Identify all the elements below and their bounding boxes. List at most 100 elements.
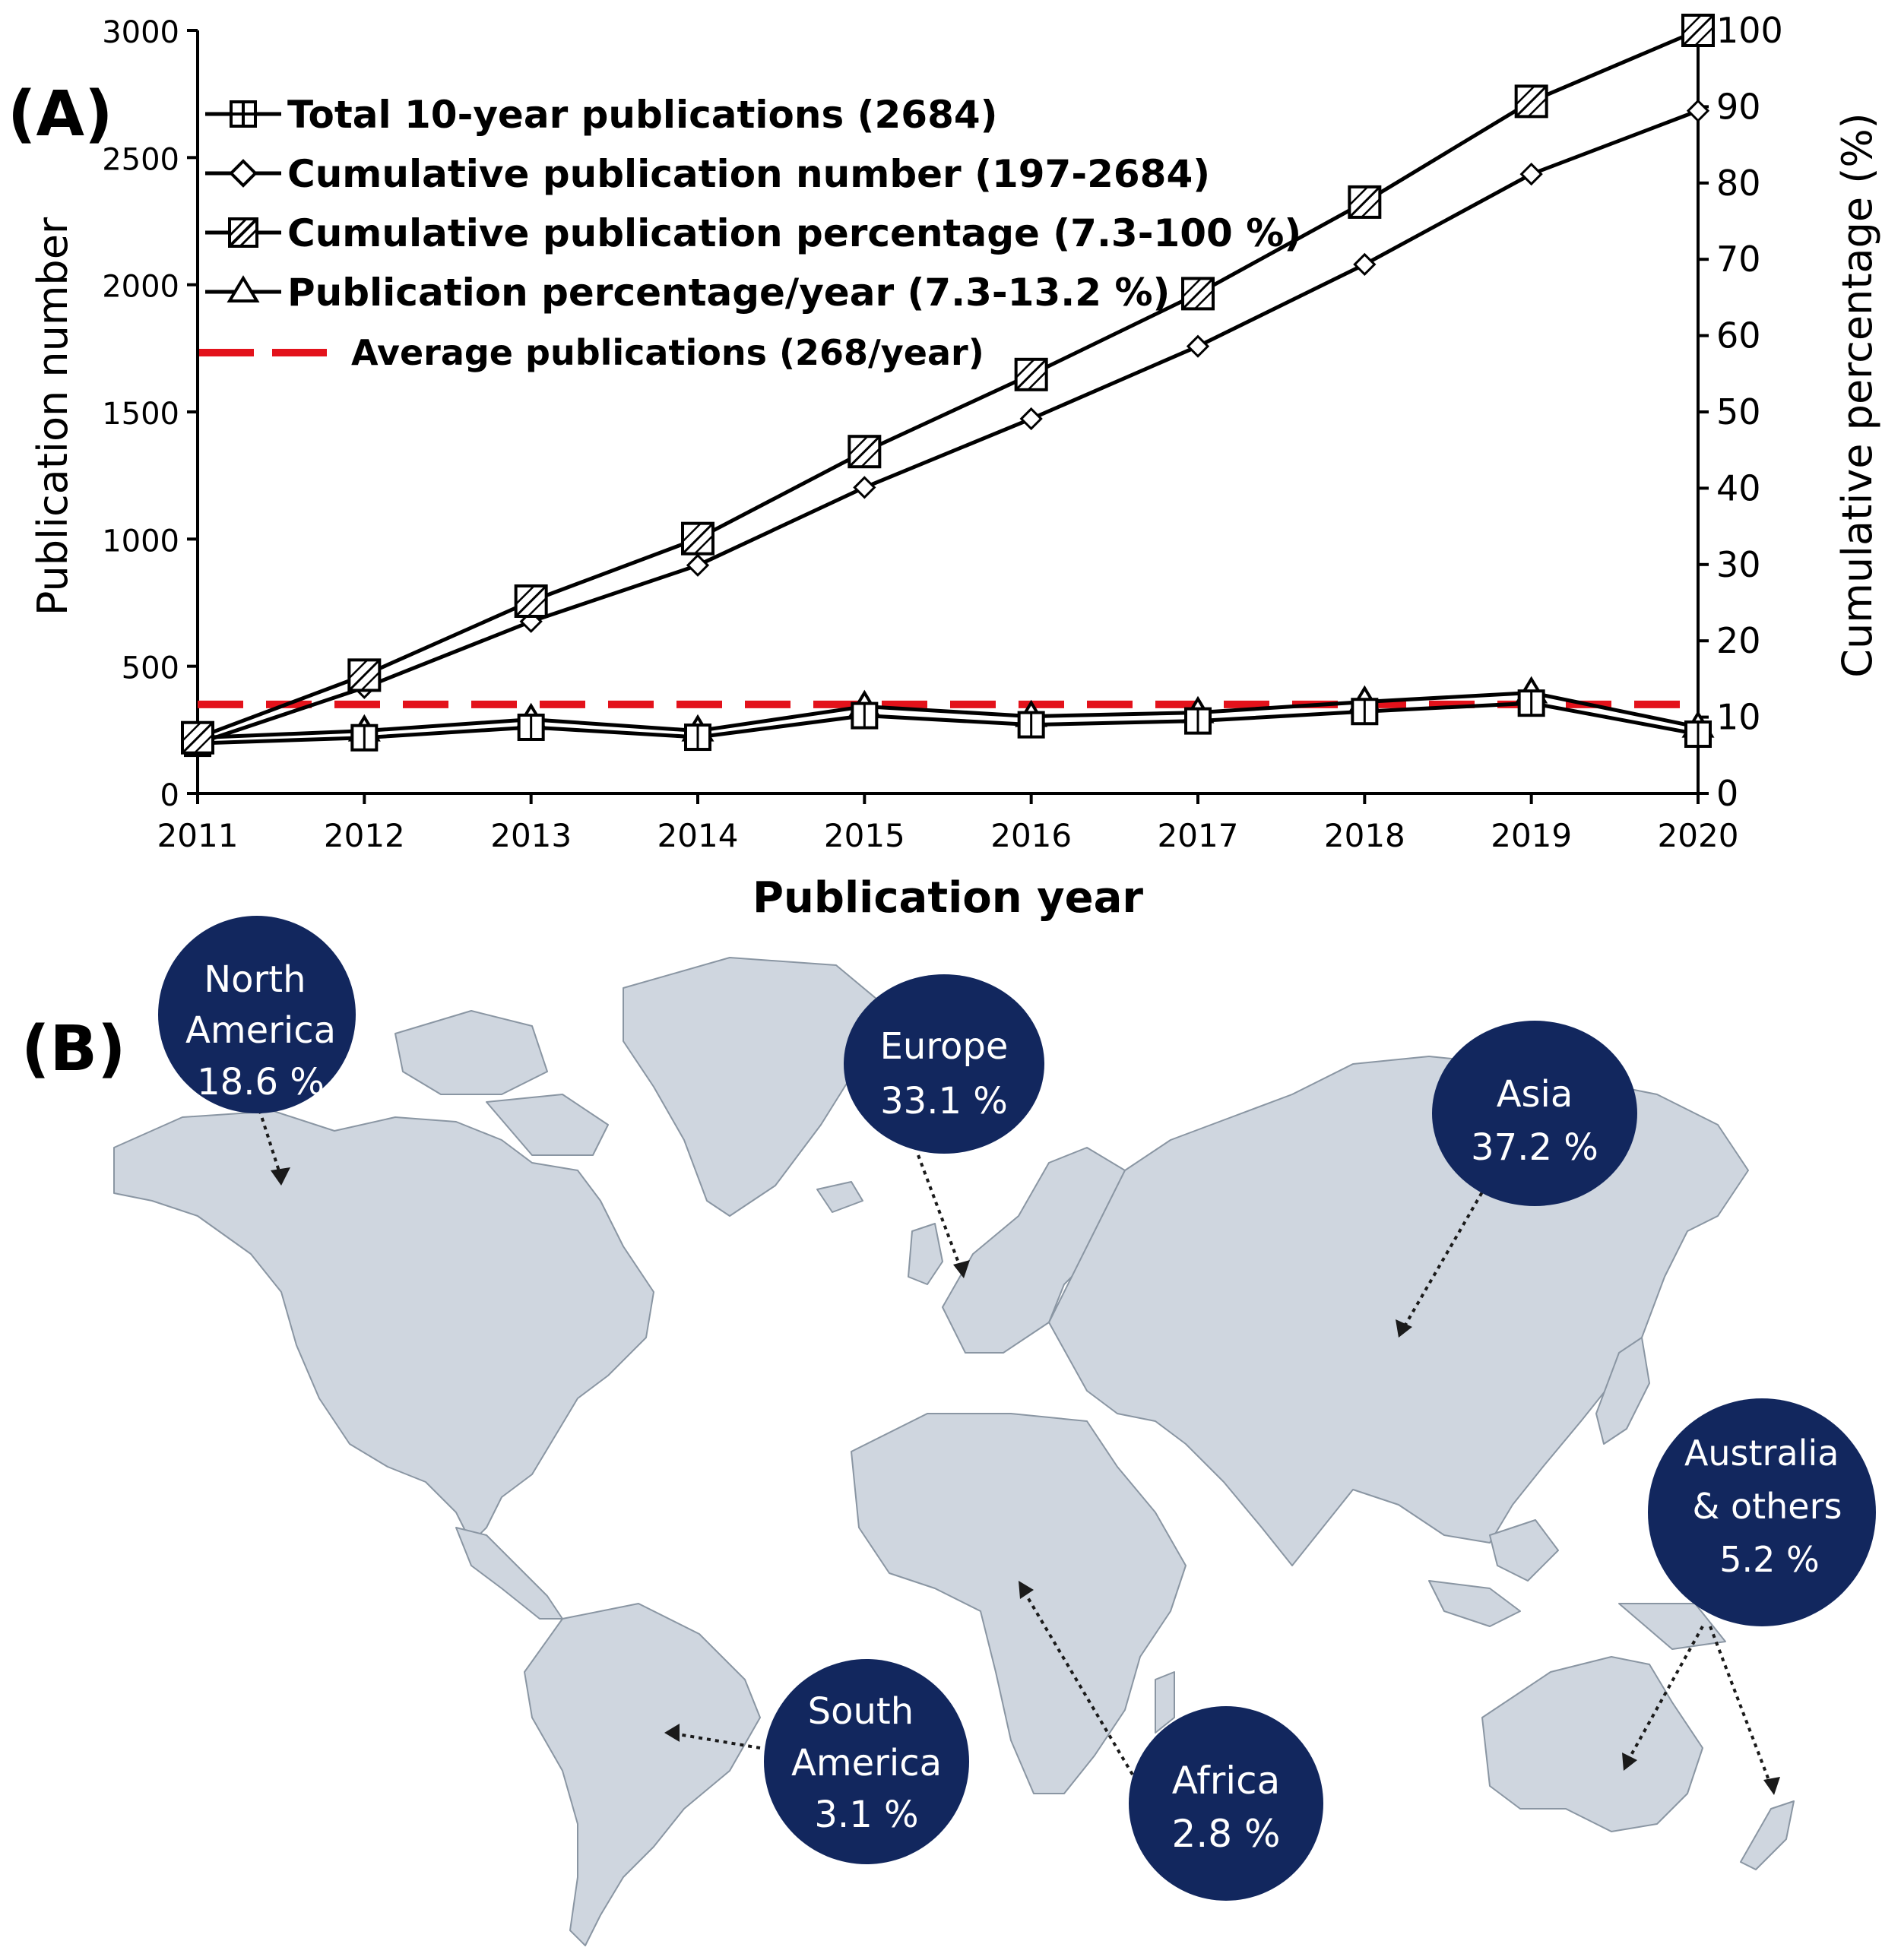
series-line [197,109,1699,746]
x-tick-label: 2016 [990,817,1072,854]
x-tick-label: 2012 [324,817,405,854]
marker-hatch [1681,14,1715,47]
right-tick-label: 60 [1716,315,1761,356]
right-tick-label: 90 [1716,86,1761,127]
landmass-greenland [623,957,882,1217]
x-tick-label: 2018 [1324,817,1405,854]
landmass-canadian-islands [394,1010,548,1095]
region-value-north-america: 18.6 % [197,1061,325,1103]
series-2 [181,14,1715,755]
x-axis-title: Publication year [752,873,1143,923]
marker-hatch [681,522,714,555]
marker-cumulative-number [1353,252,1377,277]
landmass-madagascar [1155,1671,1175,1734]
series-0 [184,689,1712,758]
region-value-africa: 2.8 % [1172,1812,1281,1856]
arrow-australia [1625,1626,1704,1764]
marker-cumulative-number [1519,162,1543,186]
marker-hatch [182,721,201,742]
region-value-australia: 5.2 % [1719,1539,1820,1580]
landmass-hudson-east [486,1094,609,1156]
legend-item-cumulative-percentage: Cumulative publication percentage (7.3-1… [205,211,1301,255]
region-value-south-america: 3.1 % [814,1794,918,1836]
arrowheads [271,1167,1780,1795]
marker-hatch [860,448,881,468]
marker-hatch [1527,97,1548,118]
landmass-new-zealand [1740,1800,1795,1870]
legend-item-average: Average publications (268/year) [199,332,984,373]
marker-hatch [527,597,547,617]
landmass-japan [1595,1337,1650,1445]
region-bubble-south-america: South America 3.1 % [764,1659,969,1864]
legend-label-cumulative-number: Cumulative publication number (197-2684) [287,152,1210,196]
arrowhead-africa [1019,1581,1034,1599]
marker-hatch [515,585,535,605]
marker-hatch [694,534,714,555]
marker-cumulative-number [1019,407,1043,431]
arrowhead-europe [953,1260,970,1278]
series-line [197,28,1699,740]
right-tick-label: 100 [1716,10,1783,51]
marker-hatch [1015,358,1047,391]
legend-label-cumulative-percentage: Cumulative publication percentage (7.3-1… [287,211,1301,255]
legend-label-average: Average publications (268/year) [351,332,984,373]
panel-a-label: (A) [8,78,112,150]
marker-hatch [1682,14,1702,34]
landmass-africa [851,1413,1187,1794]
series-1 [185,99,1710,755]
landmass-indonesia [1428,1580,1521,1627]
right-tick-label: 0 [1716,773,1738,814]
x-tick-label: 2020 [1658,817,1739,854]
landmass-south-america [524,1603,761,1946]
marker-cumulative-number [1186,334,1210,358]
left-tick-label: 3000 [102,15,179,50]
landmass-central-america [455,1527,563,1620]
marker-cumulative-number [1686,99,1710,122]
marker-hatch [848,435,881,468]
left-tick-label: 2500 [102,142,179,177]
legend-item-percentage-year: Publication percentage/year (7.3-13.2 %) [205,271,1170,315]
region-bubble-australia: Australia & others 5.2 % [1648,1398,1876,1626]
marker-hatch [1515,85,1548,118]
marker-hatch [1182,277,1202,298]
series-line [197,701,1699,746]
x-tick-label: 2017 [1158,817,1239,854]
marker-hatch [682,522,702,543]
marker-hatch [1027,370,1047,391]
region-value-europe: 33.1 % [880,1080,1008,1122]
left-tick-label: 0 [160,778,179,813]
legend-item-total: Total 10-year publications (2684) [205,93,998,137]
marker-cumulative-number [686,553,710,577]
svg-text:Australia & others: Australia & others [1684,1433,1850,1527]
right-tick-label: 10 [1716,697,1761,738]
region-name-south-america-line2: America [791,1742,942,1784]
right-tick-label: 70 [1716,239,1761,280]
legend-label-total: Total 10-year publications (2684) [287,93,998,137]
marker-hatch [360,671,381,692]
arrow-europe [917,1154,963,1271]
marker-hatch [1515,85,1535,106]
region-name-north-america-line1: North [204,958,306,1001]
marker-hatch [348,659,369,679]
right-tick-label: 20 [1716,620,1761,661]
arrow-new-zealand [1709,1626,1773,1787]
region-name-australia-line2: & others [1692,1486,1842,1527]
x-tick-label: 2015 [824,817,905,854]
series-3 [181,676,1715,749]
marker-hatch [1015,358,1035,378]
landmass-north-america [113,1110,654,1544]
arrowhead-north-america [271,1167,290,1186]
region-bubble-africa: Africa 2.8 % [1129,1706,1323,1901]
region-value-asia: 37.2 % [1471,1126,1598,1169]
region-name-asia: Asia [1497,1073,1573,1116]
region-name-africa: Africa [1172,1759,1281,1803]
svg-text:North America: North America [185,958,336,1052]
right-tick-label: 50 [1716,391,1761,432]
right-tick-label: 80 [1716,163,1761,204]
region-bubble-europe: Europe 33.1 % [844,974,1044,1154]
landmass-borneo [1489,1519,1559,1582]
left-tick-label: 1500 [102,397,179,432]
x-ticks: 2011 2012 2013 2014 2015 2016 2017 2018 2019 2020 [157,793,1739,854]
marker-hatch [848,435,869,456]
